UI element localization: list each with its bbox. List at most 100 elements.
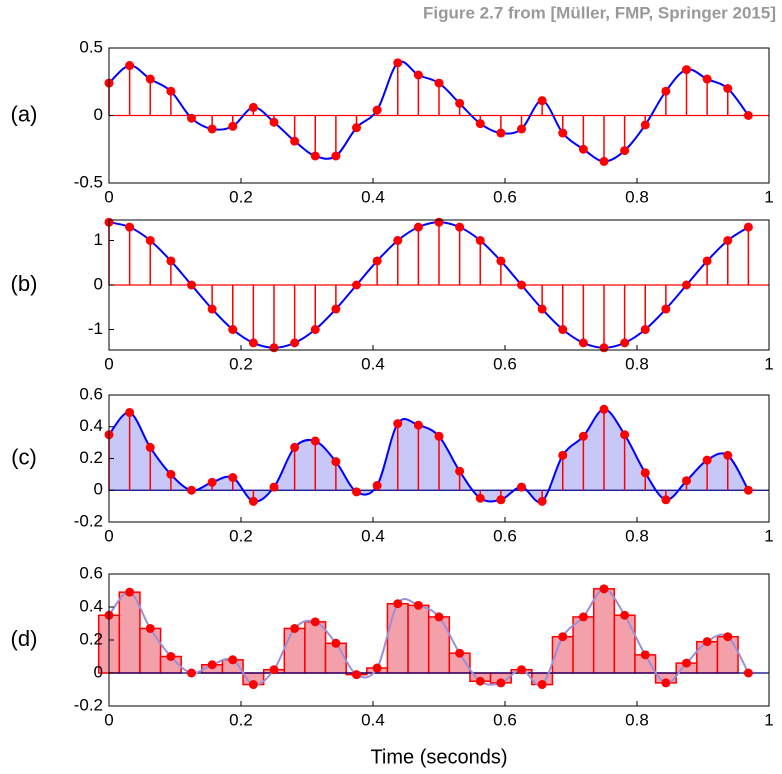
- sample-dot: [702, 637, 712, 647]
- sample-dot: [248, 338, 258, 348]
- sample-dot: [620, 430, 630, 440]
- sample-dot: [248, 102, 258, 112]
- sample-dot: [743, 668, 753, 678]
- sample-dot: [682, 658, 691, 668]
- x-tick-label: 0: [104, 710, 113, 729]
- sample-dot: [228, 655, 238, 665]
- sample-dot: [455, 648, 465, 658]
- sample-dot: [723, 450, 733, 460]
- x-tick-label: 0.8: [625, 354, 649, 373]
- sample-dot: [558, 450, 568, 460]
- y-tick-label: 0.4: [79, 596, 103, 615]
- sample-dot: [372, 256, 382, 266]
- sample-dot: [475, 493, 485, 503]
- sample-dot: [723, 632, 733, 642]
- sample-dot: [269, 482, 279, 492]
- bar: [407, 604, 430, 674]
- sample-dot: [187, 485, 196, 495]
- sample-dot: [599, 156, 609, 166]
- sample-dot: [475, 119, 485, 129]
- sample-dot: [310, 151, 320, 161]
- x-tick-label: 0.2: [229, 710, 253, 729]
- bar: [427, 616, 451, 674]
- sample-dot: [682, 476, 691, 486]
- panel: (d)0 0.2 0.4 0.6 0.8 1-0.200.20.40.6: [11, 563, 774, 729]
- x-tick-label: 1: [764, 710, 773, 729]
- y-tick-label: 0.5: [79, 37, 103, 56]
- sample-dot: [125, 587, 135, 597]
- panel: (b)0 0.2 0.4 0.6 0.8 1-101: [11, 217, 774, 373]
- y-tick-label: 0.6: [79, 563, 103, 582]
- sample-dot: [578, 144, 588, 154]
- sample-dot: [290, 136, 300, 146]
- sample-dot: [599, 343, 609, 353]
- sample-dot: [248, 496, 258, 506]
- y-tick-label: 0: [94, 274, 103, 293]
- sample-dot: [702, 455, 712, 465]
- sample-dot: [475, 235, 485, 245]
- sample-dot: [352, 280, 361, 290]
- sample-dot: [413, 70, 423, 80]
- bar: [572, 616, 595, 674]
- sample-dot: [352, 123, 361, 133]
- sample-dot: [269, 665, 279, 675]
- x-tick-label: 0.8: [625, 526, 649, 545]
- sample-dot: [352, 670, 361, 680]
- x-tick-label: 0.6: [493, 187, 517, 206]
- sample-dot: [393, 599, 403, 609]
- bar: [592, 588, 616, 674]
- sample-dot: [723, 235, 733, 245]
- sample-dot: [517, 665, 526, 675]
- sample-dot: [207, 304, 217, 314]
- y-tick-label: 0.6: [79, 384, 103, 403]
- x-tick-label: 0.6: [493, 354, 517, 373]
- y-tick-label: -0.2: [74, 511, 103, 530]
- sample-dot: [537, 96, 547, 106]
- sample-dot: [331, 638, 341, 648]
- sample-dot: [558, 325, 568, 335]
- sample-dot: [578, 431, 588, 441]
- sample-dot: [187, 113, 196, 123]
- sample-dot: [723, 84, 733, 93]
- x-tick-label: 0.4: [361, 526, 385, 545]
- sample-dot: [290, 442, 300, 452]
- bar: [139, 627, 162, 674]
- panel-label: (a): [11, 101, 38, 126]
- sample-dot: [743, 485, 753, 495]
- panel-label: (c): [11, 444, 37, 469]
- sample-dot: [352, 487, 361, 497]
- sample-dot: [517, 280, 526, 290]
- sample-dot: [145, 442, 155, 452]
- x-tick-label: 0.2: [229, 354, 253, 373]
- sample-dot: [145, 235, 155, 245]
- y-tick-label: -1: [88, 319, 103, 338]
- y-tick-label: 1: [94, 230, 103, 249]
- sample-dot: [310, 436, 320, 446]
- sample-dot: [475, 676, 485, 686]
- sample-dot: [702, 256, 712, 266]
- x-axis-label: Time (seconds): [370, 746, 507, 768]
- sample-dot: [620, 610, 630, 620]
- sample-dot: [413, 222, 423, 232]
- sample-dot: [455, 98, 465, 108]
- sample-dot: [187, 668, 196, 678]
- sample-dot: [537, 496, 547, 506]
- sample-dot: [578, 338, 588, 348]
- x-tick-label: 0.8: [625, 710, 649, 729]
- sample-dot: [743, 111, 753, 120]
- x-tick-label: 0.4: [361, 187, 385, 206]
- panel: (c)0 0.2 0.4 0.6 0.8 1-0.200.20.40.6: [11, 384, 774, 545]
- bar: [716, 635, 739, 674]
- sample-dot: [413, 420, 423, 430]
- sample-dot: [228, 325, 238, 335]
- sample-dot: [290, 338, 300, 348]
- y-tick-label: 0.2: [79, 629, 103, 648]
- sample-dot: [228, 473, 238, 483]
- sample-dot: [661, 304, 671, 314]
- sample-dot: [599, 584, 609, 594]
- sample-dot: [187, 280, 196, 290]
- sample-dot: [310, 325, 320, 335]
- sample-dot: [455, 466, 465, 476]
- y-tick-label: -0.5: [74, 172, 103, 191]
